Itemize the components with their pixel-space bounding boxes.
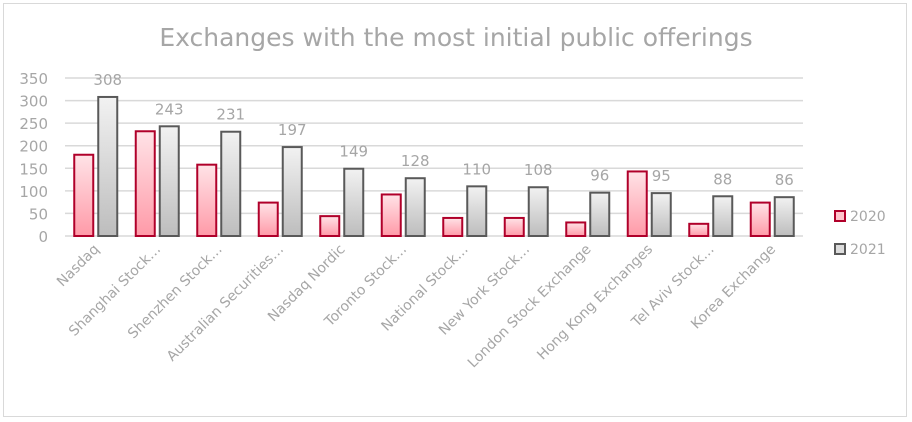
x-tick-label: Hong Kong Exchanges	[534, 242, 656, 364]
y-tick-label: 200	[19, 138, 48, 156]
bar-2020	[196, 163, 218, 237]
data-label: 149	[339, 143, 368, 161]
bar-2021	[773, 196, 795, 237]
bar-2021	[404, 177, 426, 238]
legend-swatch-2021	[834, 243, 846, 255]
bar-2021	[343, 167, 365, 237]
chart-title: Exchanges with the most initial public o…	[159, 23, 752, 52]
bar-2020	[688, 222, 710, 238]
bar-2021	[97, 95, 119, 237]
data-label: 95	[652, 167, 671, 185]
bar-2020	[749, 201, 771, 237]
bar-2020	[442, 216, 464, 237]
bar-2020	[380, 193, 402, 237]
legend-swatch-2020	[834, 210, 846, 222]
bar-2020	[503, 216, 525, 237]
legend-label: 2021	[850, 242, 886, 258]
bar-2021	[466, 185, 488, 237]
bar-2020	[73, 153, 95, 237]
legend-label: 2020	[850, 209, 886, 225]
y-tick-label: 0	[38, 228, 48, 246]
bar-2021	[158, 125, 180, 237]
bar-2020	[134, 130, 156, 237]
bar-2021	[527, 186, 549, 237]
x-tick-label: Nasdaq	[54, 242, 103, 291]
x-tick-label: London Stock Exchange	[465, 242, 595, 372]
y-tick-label: 250	[19, 115, 48, 133]
bar-2021	[712, 195, 734, 238]
bar-2020	[626, 170, 648, 237]
data-label: 96	[590, 167, 609, 185]
data-label: 88	[713, 170, 732, 188]
data-label: 243	[155, 100, 184, 118]
data-label: 128	[401, 152, 430, 170]
y-tick-label: 150	[19, 160, 48, 178]
data-label: 86	[775, 171, 794, 189]
bar-2021	[589, 191, 611, 237]
data-label: 108	[524, 161, 553, 179]
bar-2020	[257, 201, 279, 237]
data-label: 308	[93, 71, 122, 89]
x-tick-label: Australian Securities…	[164, 242, 287, 365]
bar-2020	[319, 215, 341, 238]
bar-2021	[650, 192, 672, 238]
bar-2021	[281, 146, 303, 237]
data-label: 231	[216, 106, 245, 124]
y-tick-label: 100	[19, 183, 48, 201]
bar-2020	[565, 221, 587, 237]
y-tick-label: 350	[19, 70, 48, 88]
y-tick-label: 50	[29, 205, 48, 223]
data-label: 197	[278, 121, 307, 139]
y-tick-label: 300	[19, 93, 48, 111]
data-label: 110	[462, 160, 491, 178]
bar-2021	[220, 130, 242, 237]
chart-frame	[3, 3, 907, 417]
